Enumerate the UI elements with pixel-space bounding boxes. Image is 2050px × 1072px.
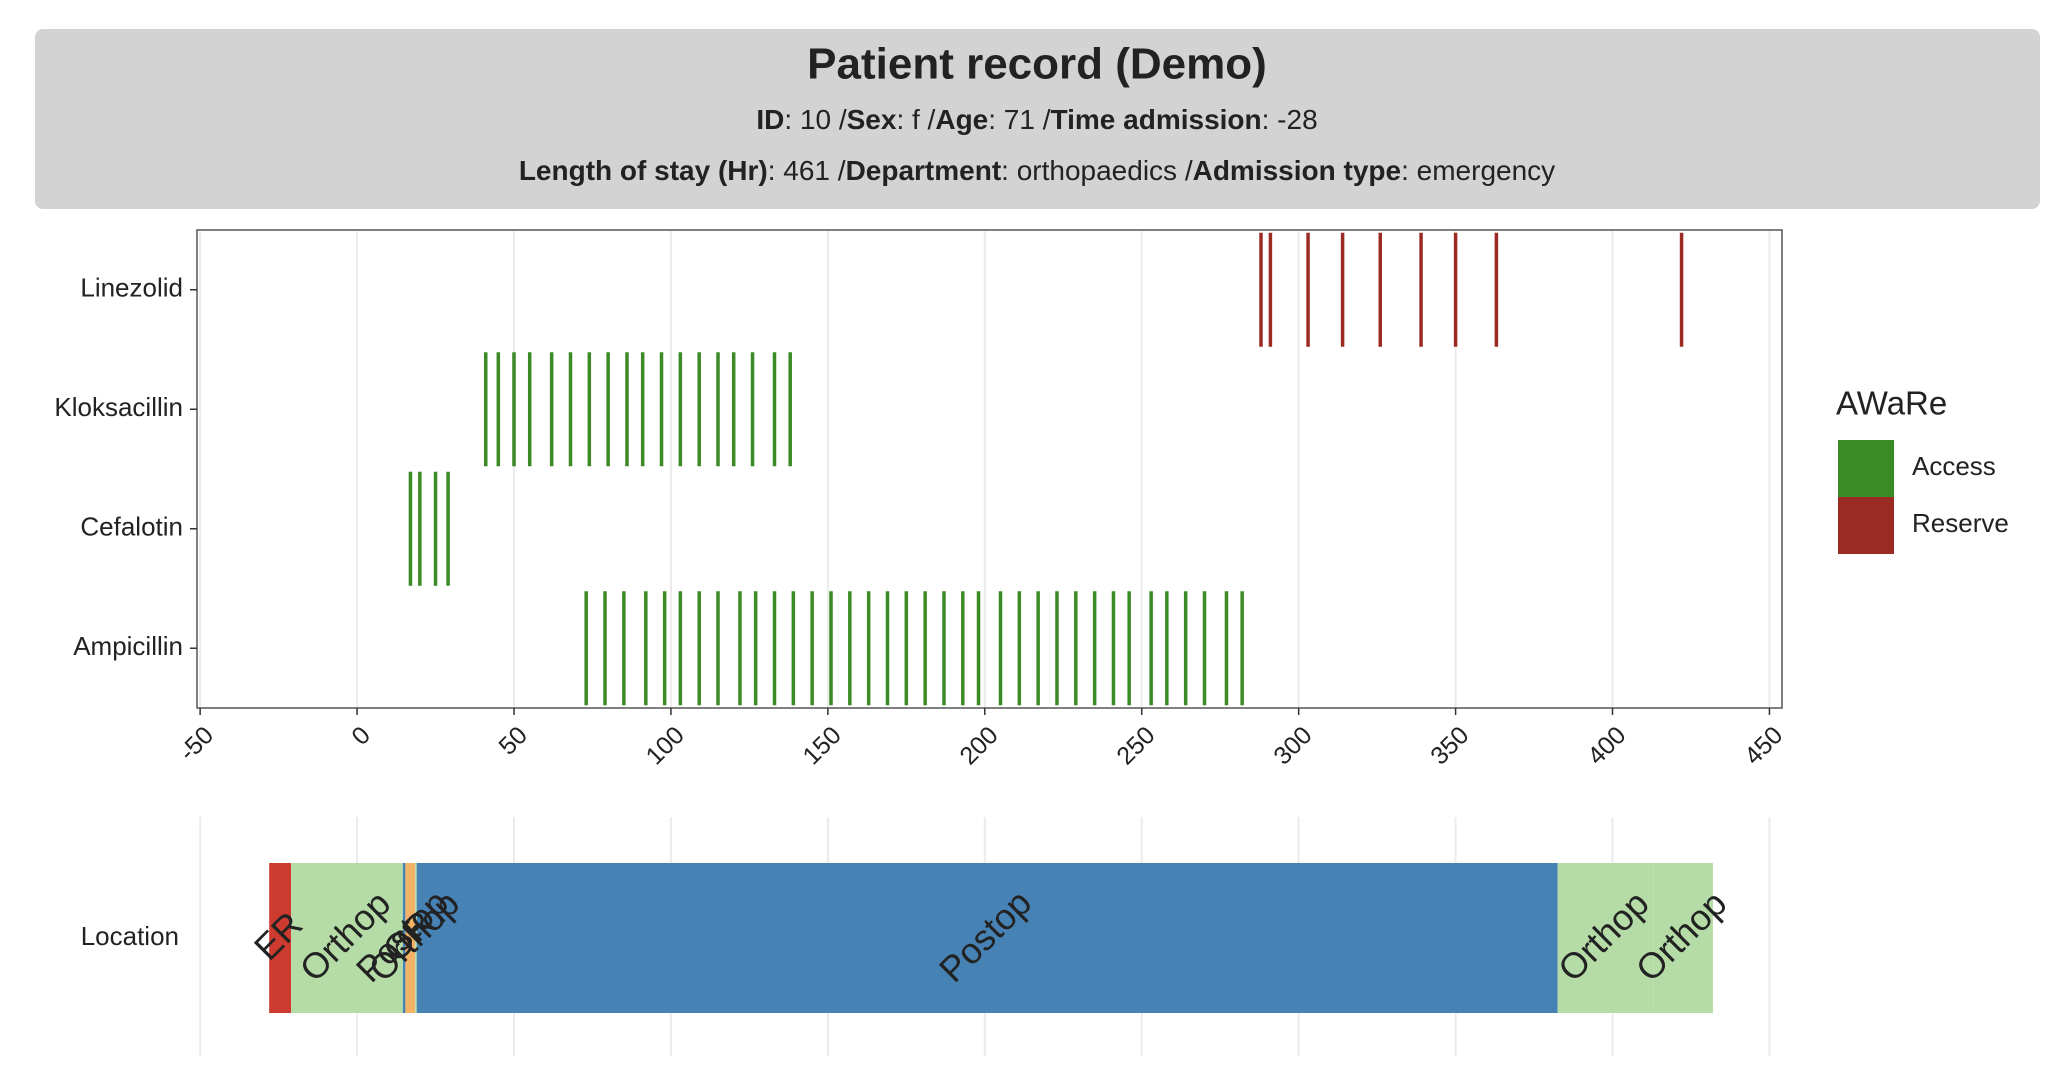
subtitle-segment: Age	[935, 104, 988, 135]
y-tick-label: Cefalotin	[80, 512, 183, 542]
subtitle-segment: : 71 /	[988, 104, 1050, 135]
legend-title: AWaRe	[1836, 385, 1947, 422]
subtitle-segment: : emergency	[1401, 155, 1555, 186]
subtitle-line: ID: 10 /Sex: f /Age: 71 /Time admission:…	[756, 104, 1317, 135]
subtitle-segment: : orthopaedics /	[1001, 155, 1193, 186]
subtitle-segment: : f /	[896, 104, 935, 135]
x-tick-label: 50	[493, 721, 532, 760]
title: Patient record (Demo)	[807, 40, 1267, 89]
subtitle-segment: Admission type	[1193, 155, 1401, 186]
location-segment	[269, 863, 292, 1013]
subtitle-segment: ID	[756, 104, 784, 135]
x-tick-label: 300	[1268, 721, 1317, 770]
header-box	[35, 29, 2040, 209]
subtitle-line: Length of stay (Hr): 461 /Department: or…	[519, 155, 1555, 186]
subtitle-segment: : 10 /	[784, 104, 846, 135]
y-tick-label: Location	[81, 921, 179, 951]
subtitle-segment: Length of stay (Hr)	[519, 155, 768, 186]
location-segment	[1557, 863, 1654, 1013]
x-tick-label: 100	[641, 721, 690, 770]
x-tick-label: 0	[346, 721, 376, 751]
x-tick-label: 200	[954, 721, 1003, 770]
subtitle-segment: Department	[846, 155, 1002, 186]
location-segment	[415, 863, 417, 1013]
subtitle-segment: Time admission	[1051, 104, 1262, 135]
location-segment	[416, 863, 1558, 1013]
legend-key	[1838, 440, 1894, 497]
plot-panel	[196, 229, 1783, 709]
x-tick-label: 250	[1111, 721, 1160, 770]
subtitle-segment: : -28	[1262, 104, 1318, 135]
x-tick-label: 450	[1739, 721, 1788, 770]
y-tick-label: Kloksacillin	[54, 392, 183, 422]
location-segment	[405, 863, 416, 1013]
x-tick-label: 400	[1582, 721, 1631, 770]
x-tick-label: -50	[174, 721, 219, 766]
subtitle-segment: Sex	[847, 104, 897, 135]
legend-label: Reserve	[1912, 508, 2009, 538]
y-tick-label: Ampicillin	[73, 631, 183, 661]
legend-key	[1838, 497, 1894, 554]
x-tick-label: 150	[797, 721, 846, 770]
location-segment	[291, 863, 403, 1013]
subtitle-segment: : 461 /	[768, 155, 846, 186]
location-segment	[402, 863, 406, 1013]
y-tick-label: Linezolid	[80, 273, 183, 303]
location-segment	[1653, 863, 1713, 1013]
legend-label: Access	[1912, 451, 1996, 481]
x-tick-label: 350	[1425, 721, 1474, 770]
